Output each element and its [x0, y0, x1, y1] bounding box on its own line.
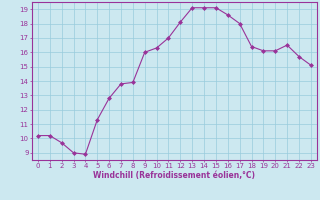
X-axis label: Windchill (Refroidissement éolien,°C): Windchill (Refroidissement éolien,°C): [93, 171, 255, 180]
